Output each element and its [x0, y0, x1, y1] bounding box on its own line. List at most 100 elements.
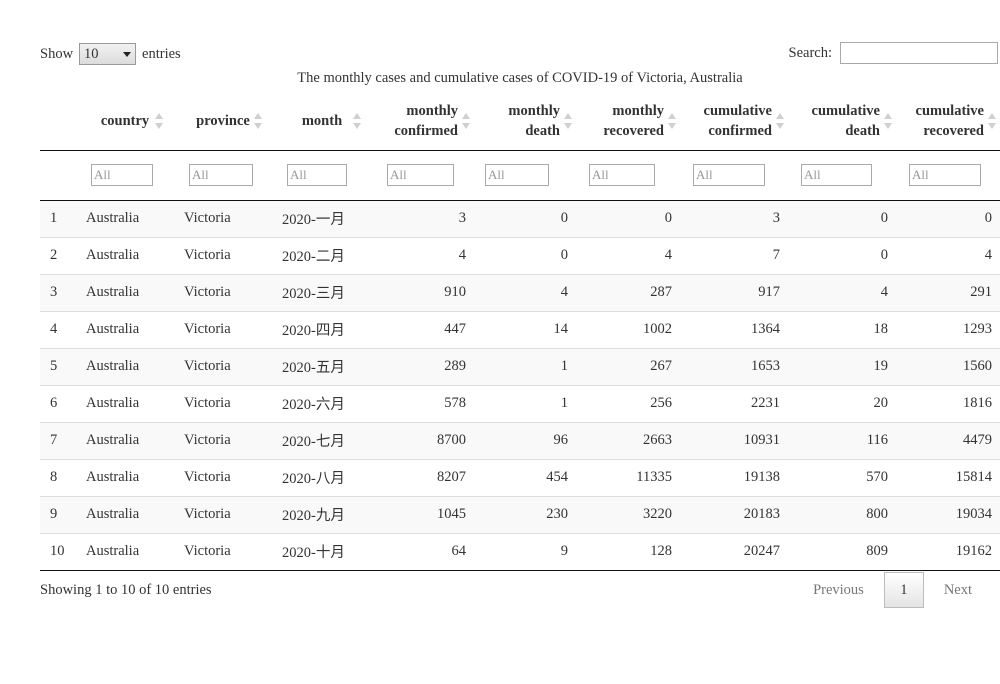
cell-province: Victoria — [174, 384, 272, 422]
column-header-monthly-death[interactable]: monthly death — [474, 92, 576, 151]
column-header-cumulative-death[interactable]: cumulative death — [788, 92, 896, 151]
filter-input-monthly-recovered[interactable]: All — [589, 164, 655, 186]
table-row: 5 Australia Victoria 2020-五月 289 1 267 1653 19 15… — [40, 347, 1000, 385]
cell-cumulative-confirmed: 2231 — [680, 384, 788, 422]
cell-monthly-confirmed: 64 — [372, 532, 474, 571]
header-line-2: death — [845, 122, 880, 139]
search-input[interactable] — [840, 42, 998, 64]
filter-cell: All — [576, 150, 680, 201]
column-header-label: cumulative recovered — [916, 101, 984, 141]
cell-monthly-death: 230 — [474, 495, 576, 533]
sort-icon[interactable] — [462, 112, 470, 129]
header-line-1: cumulative — [703, 102, 772, 119]
sort-icon[interactable] — [776, 112, 784, 129]
header-row: country province month monthly confirmed mont… — [40, 92, 1000, 151]
cell-idx: 5 — [40, 347, 76, 385]
length-suffix: entries — [142, 45, 181, 62]
cell-cumulative-confirmed: 7 — [680, 236, 788, 274]
cell-monthly-recovered: 2663 — [576, 421, 680, 459]
sort-icon[interactable] — [155, 112, 163, 129]
column-header-country[interactable]: country — [76, 92, 174, 151]
cell-cumulative-death: 18 — [788, 310, 896, 348]
header-line-1: monthly — [508, 102, 560, 119]
cell-province: Victoria — [174, 273, 272, 311]
cell-country: Australia — [76, 310, 174, 348]
cell-cumulative-confirmed: 1364 — [680, 310, 788, 348]
sort-icon[interactable] — [884, 112, 892, 129]
cell-country: Australia — [76, 421, 174, 459]
header-line-1: monthly — [612, 102, 664, 119]
filter-input-cumulative-death[interactable]: All — [801, 164, 872, 186]
search-label: Search: — [788, 44, 832, 61]
chevron-down-icon — [123, 51, 132, 57]
column-header-label: country — [101, 111, 149, 131]
cell-province: Victoria — [174, 421, 272, 459]
filter-input-monthly-death[interactable]: All — [485, 164, 549, 186]
column-header-monthly-recovered[interactable]: monthly recovered — [576, 92, 680, 151]
column-header-label: monthly recovered — [603, 101, 664, 141]
cell-monthly-death: 1 — [474, 347, 576, 385]
table-row: 4 Australia Victoria 2020-四月 447 14 1002 1364 18… — [40, 310, 1000, 348]
next-button[interactable]: Next — [943, 582, 972, 598]
page-button-current[interactable]: 1 — [883, 572, 924, 608]
sort-icon[interactable] — [353, 112, 361, 129]
column-header-month[interactable]: month — [272, 92, 372, 151]
filter-input-cumulative-confirmed[interactable]: All — [693, 164, 765, 186]
header-line-1: country — [100, 112, 150, 129]
filter-input-country[interactable]: All — [91, 164, 153, 186]
cell-cumulative-death: 20 — [788, 384, 896, 422]
cell-monthly-confirmed: 289 — [372, 347, 474, 385]
cell-province: Victoria — [174, 236, 272, 274]
header-line-2: death — [525, 122, 560, 139]
data-table: country province month monthly confirmed mont… — [40, 92, 1000, 571]
filter-input-month[interactable]: All — [287, 164, 347, 186]
cell-monthly-recovered: 0 — [576, 200, 680, 237]
cell-month: 2020-九月 — [272, 495, 372, 533]
filter-cell — [40, 150, 76, 201]
cell-country: Australia — [76, 273, 174, 311]
previous-button[interactable]: Previous — [813, 582, 864, 598]
filter-input-cumulative-recovered[interactable]: All — [909, 164, 981, 186]
cell-idx: 7 — [40, 421, 76, 459]
cell-province: Victoria — [174, 495, 272, 533]
cell-monthly-confirmed: 447 — [372, 310, 474, 348]
cell-monthly-confirmed: 8700 — [372, 421, 474, 459]
cell-country: Australia — [76, 200, 174, 237]
cell-cumulative-death: 4 — [788, 273, 896, 311]
cell-cumulative-death: 116 — [788, 421, 896, 459]
column-header-label: monthly death — [508, 101, 560, 141]
table-row: 9 Australia Victoria 2020-九月 1045 230 3220 2018… — [40, 495, 1000, 533]
filter-cell: All — [372, 150, 474, 201]
filter-input-province[interactable]: All — [189, 164, 253, 186]
sort-icon[interactable] — [988, 112, 996, 129]
table-body: 1 Australia Victoria 2020-一月 3 0 0 3 0 0 2 Australi… — [40, 200, 1000, 571]
entries-select[interactable]: 10 — [79, 43, 137, 65]
column-header-cumulative-recovered[interactable]: cumulative recovered — [896, 92, 1000, 151]
cell-cumulative-death: 19 — [788, 347, 896, 385]
header-line-2: confirmed — [394, 122, 458, 139]
sort-icon[interactable] — [668, 112, 676, 129]
table-info: Showing 1 to 10 of 10 entries — [40, 582, 212, 598]
filter-input-monthly-confirmed[interactable]: All — [387, 164, 454, 186]
cell-province: Victoria — [174, 458, 272, 496]
cell-cumulative-death: 809 — [788, 532, 896, 571]
cell-month: 2020-十月 — [272, 532, 372, 571]
sort-icon[interactable] — [254, 112, 262, 129]
cell-idx: 6 — [40, 384, 76, 422]
cell-monthly-death: 9 — [474, 532, 576, 571]
cell-country: Australia — [76, 236, 174, 274]
column-header-cumulative-confirmed[interactable]: cumulative confirmed — [680, 92, 788, 151]
column-header-province[interactable]: province — [174, 92, 272, 151]
cell-cumulative-confirmed: 20247 — [680, 532, 788, 571]
cell-monthly-confirmed: 3 — [372, 200, 474, 237]
cell-month: 2020-七月 — [272, 421, 372, 459]
column-header-label: cumulative death — [812, 101, 880, 141]
cell-monthly-confirmed: 4 — [372, 236, 474, 274]
cell-cumulative-recovered: 1293 — [896, 310, 1000, 348]
column-header-monthly-confirmed[interactable]: monthly confirmed — [372, 92, 474, 151]
cell-monthly-recovered: 256 — [576, 384, 680, 422]
cell-country: Australia — [76, 532, 174, 571]
sort-icon[interactable] — [564, 112, 572, 129]
cell-cumulative-death: 0 — [788, 236, 896, 274]
cell-cumulative-confirmed: 19138 — [680, 458, 788, 496]
